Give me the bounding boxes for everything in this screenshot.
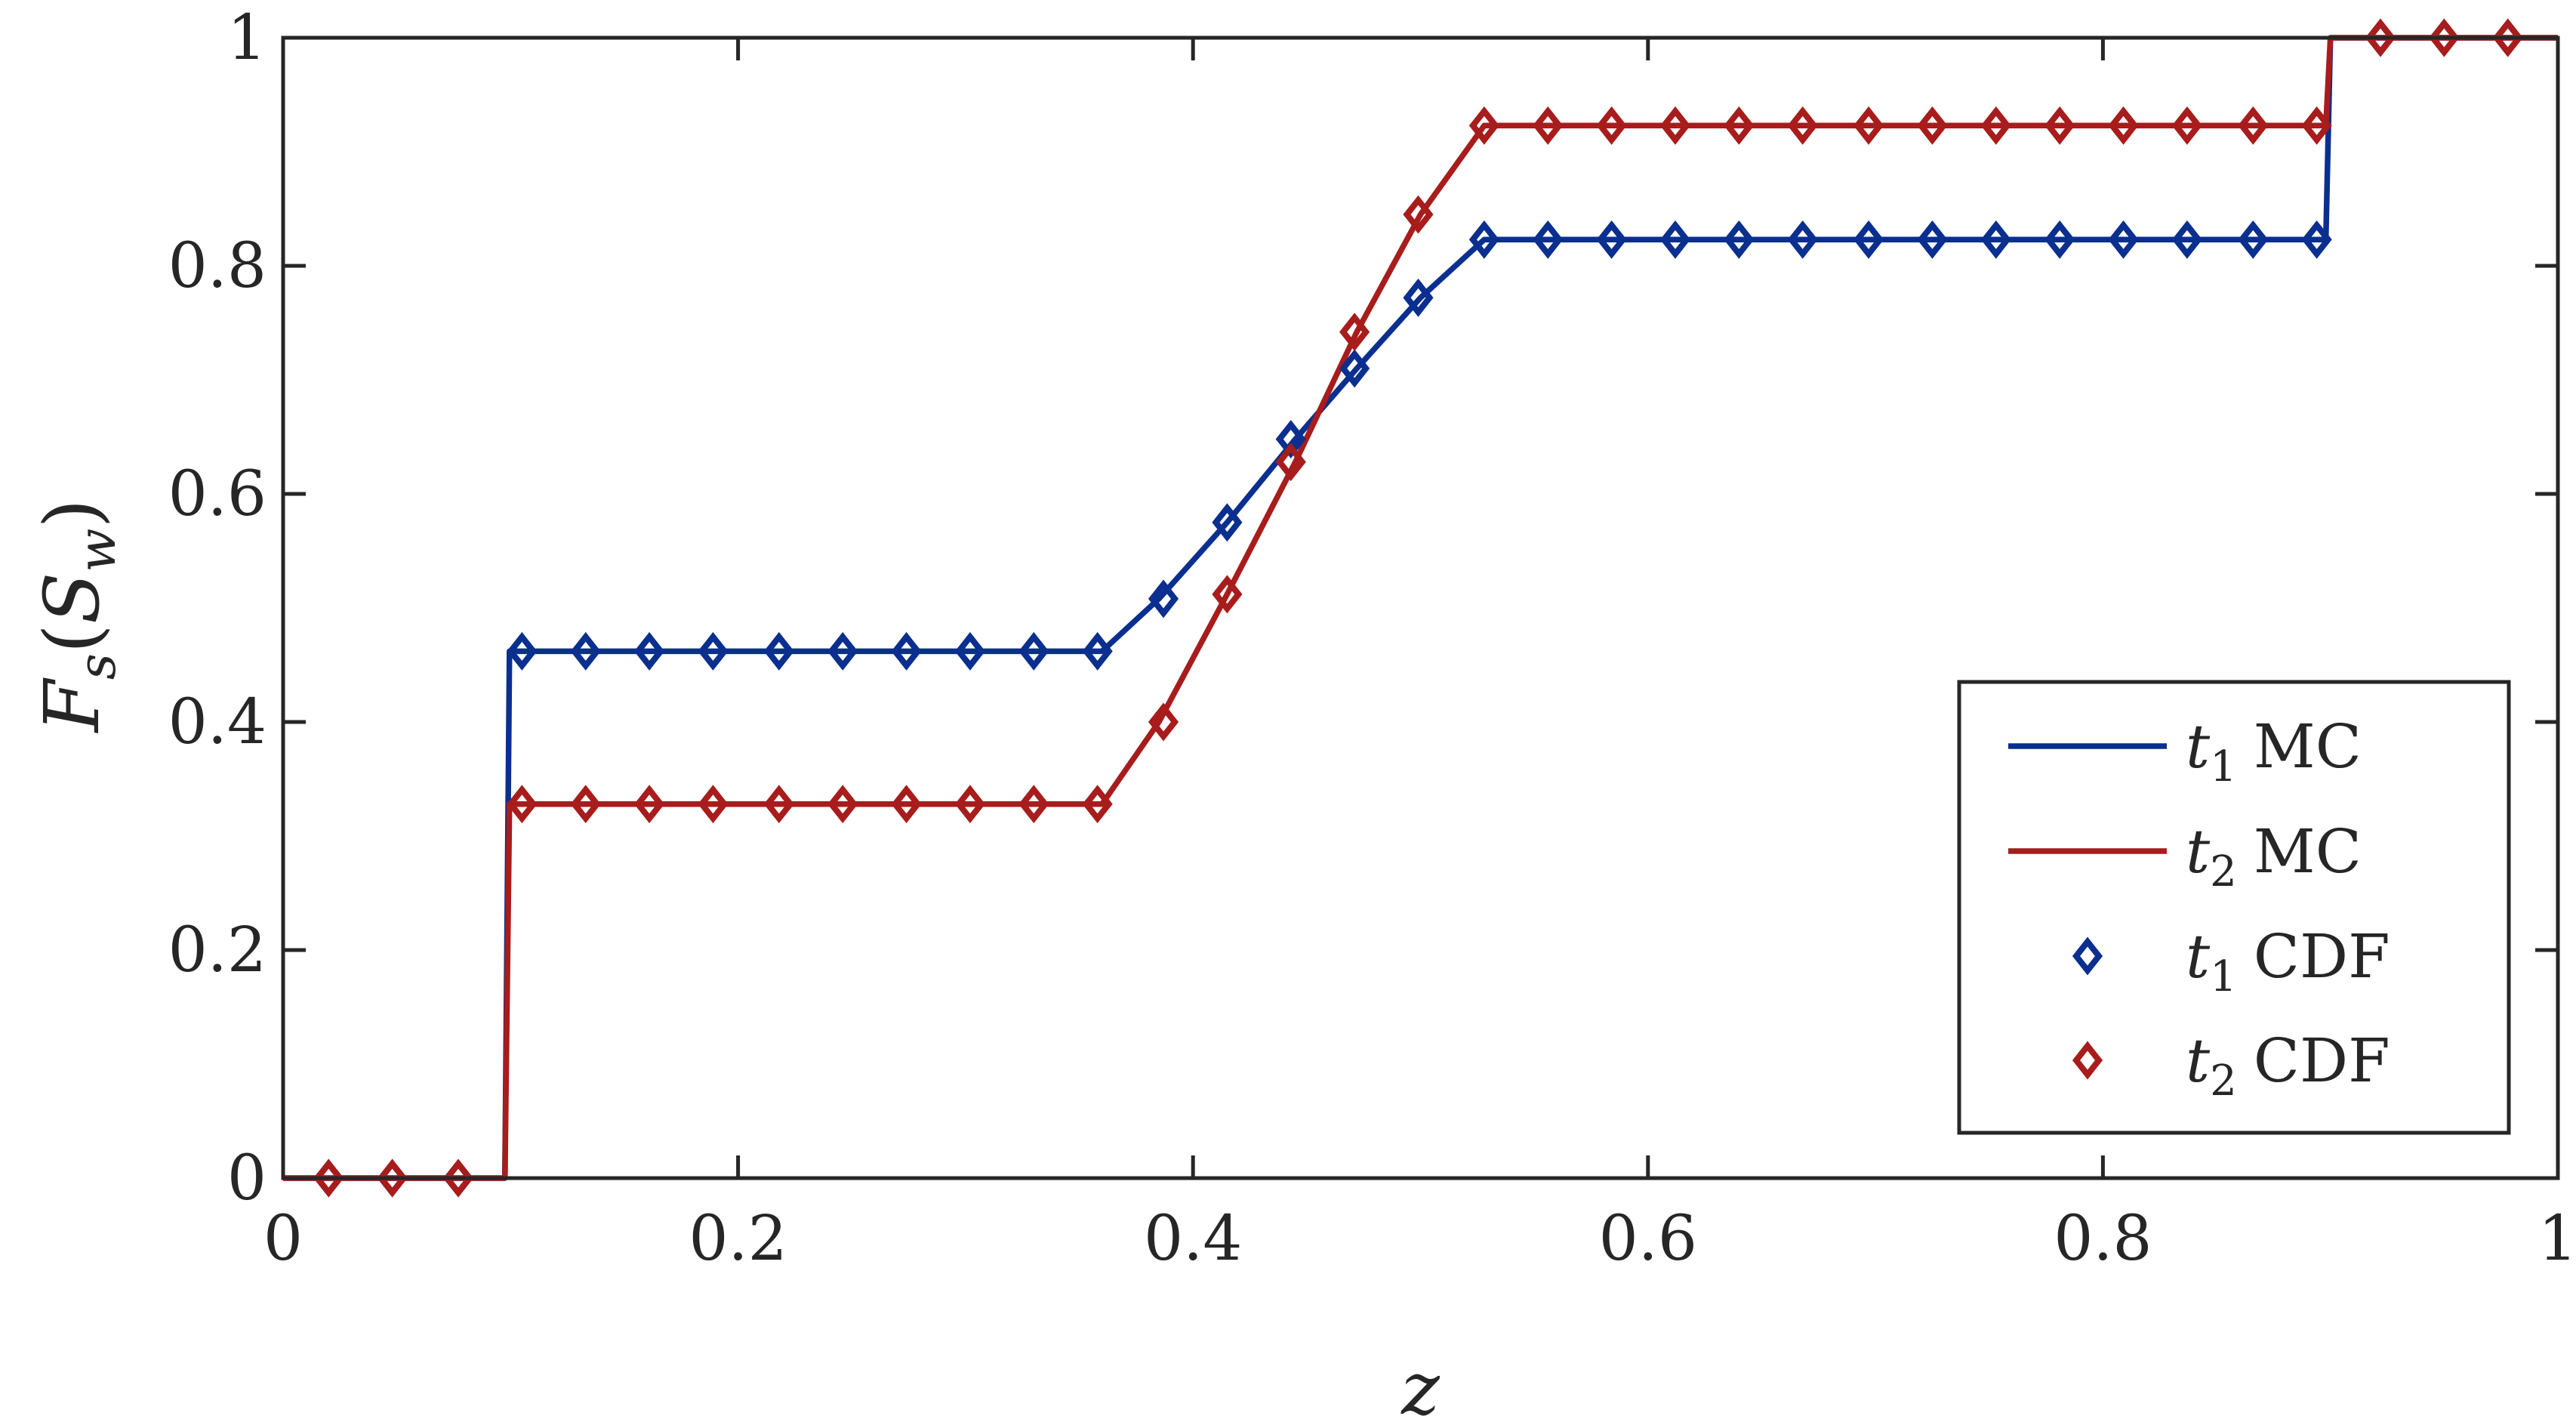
x-tick-label: 0.8	[2054, 1203, 2152, 1275]
data-point-marker	[2301, 220, 2332, 259]
axes: 0 0.2 0.4 0.6 0.8 1 0 0.2 0.4 0.6 0.8 1 z Fs(Sw)	[28, 2, 2576, 1416]
data-point-marker	[1533, 220, 1564, 259]
data-point-marker	[698, 631, 729, 671]
data-point-marker	[1082, 785, 1113, 824]
data-point-marker	[1980, 220, 2011, 259]
data-point-marker	[1403, 195, 1434, 234]
data-point-marker	[1148, 579, 1179, 619]
data-point-marker	[2108, 220, 2139, 259]
data-point-marker	[827, 631, 858, 671]
y-tick-label: 0.6	[168, 458, 267, 530]
data-point-marker	[1596, 220, 1627, 259]
data-point-marker	[377, 1158, 408, 1198]
data-point-marker	[1853, 220, 1884, 259]
data-point-marker	[698, 785, 729, 824]
data-point-marker	[2171, 220, 2202, 259]
data-point-marker	[1917, 106, 1948, 145]
data-point-marker	[1917, 220, 1948, 259]
data-point-marker	[2238, 220, 2269, 259]
data-point-marker	[1403, 278, 1434, 317]
x-tick-label: 0	[263, 1203, 303, 1275]
y-tick-label: 0.4	[168, 686, 267, 758]
legend-entry: t2 CDF	[2072, 1026, 2390, 1106]
legend-entry: t2 MC	[2008, 816, 2362, 896]
y-axis-label: Fs(Sw)	[28, 498, 128, 733]
data-point-marker	[1339, 313, 1370, 352]
data-point-marker	[1853, 106, 1884, 145]
data-point-marker	[1339, 349, 1370, 388]
data-point-marker	[570, 785, 601, 824]
data-point-marker	[2108, 106, 2139, 145]
x-tick-label: 0.4	[1144, 1203, 1242, 1275]
legend-label: t2 CDF	[2186, 1026, 2390, 1106]
data-point-marker	[2044, 220, 2075, 259]
data-point-marker	[1724, 106, 1755, 145]
data-point-marker	[2492, 18, 2523, 57]
legend-box	[1957, 680, 2511, 1135]
data-point-marker	[1275, 443, 1306, 482]
y-tick-label: 0.2	[168, 915, 267, 986]
data-point-marker	[1787, 220, 1818, 259]
data-point-marker	[2171, 106, 2202, 145]
legend: t1 MC t2 MC t1 CDF t2 CDF	[1957, 680, 2511, 1135]
data-point-marker	[2044, 106, 2075, 145]
data-point-marker	[1980, 106, 2011, 145]
data-point-marker	[633, 631, 665, 671]
data-point-marker	[891, 631, 922, 671]
data-point-marker	[1082, 631, 1113, 671]
data-point-marker	[1468, 106, 1499, 145]
data-point-marker	[2301, 106, 2332, 145]
legend-marker-swatch	[2072, 1041, 2103, 1080]
legend-entry: t1 MC	[2008, 711, 2362, 791]
data-point-marker	[827, 785, 858, 824]
x-axis-label: z	[1400, 1347, 1441, 1416]
data-point-marker	[1468, 220, 1499, 259]
data-point-marker	[1787, 106, 1818, 145]
series-markers-t2-cdf	[313, 18, 2523, 1198]
legend-label: t1 CDF	[2186, 921, 2390, 1001]
data-point-marker	[1212, 575, 1243, 614]
data-point-marker	[954, 785, 986, 824]
data-point-marker	[2238, 106, 2269, 145]
data-point-marker	[507, 631, 538, 671]
data-point-marker	[442, 1158, 474, 1198]
data-point-marker	[954, 631, 986, 671]
legend-marker-swatch	[2072, 936, 2103, 976]
x-tick-label: 0.2	[689, 1203, 787, 1275]
data-point-marker	[1596, 106, 1627, 145]
y-tick-label: 0.8	[168, 230, 267, 302]
legend-label: t2 MC	[2186, 816, 2362, 896]
data-point-marker	[1659, 220, 1691, 259]
plot-area	[283, 18, 2558, 1198]
data-point-marker	[763, 631, 794, 671]
x-tick-label: 1	[2538, 1203, 2576, 1275]
data-point-marker	[570, 631, 601, 671]
data-point-marker	[1212, 503, 1243, 542]
legend-entry: t1 CDF	[2072, 921, 2390, 1001]
data-point-marker	[1018, 631, 1049, 671]
axes-box	[281, 35, 2560, 1180]
data-point-marker	[891, 785, 922, 824]
x-tick-label: 0.6	[1599, 1203, 1697, 1275]
data-point-marker	[2429, 18, 2460, 57]
data-point-marker	[633, 785, 665, 824]
y-tick-label: 1	[227, 2, 267, 74]
data-point-marker	[507, 785, 538, 824]
data-point-marker	[1533, 106, 1564, 145]
data-point-marker	[1275, 420, 1306, 458]
y-tick-label: 0	[227, 1143, 267, 1214]
legend-label: t1 MC	[2186, 711, 2362, 791]
data-point-marker	[1018, 785, 1049, 824]
data-point-marker	[763, 785, 794, 824]
data-point-marker	[1659, 106, 1691, 145]
data-point-marker	[1148, 702, 1179, 742]
data-point-marker	[1724, 220, 1755, 259]
data-point-marker	[2365, 18, 2396, 57]
data-point-marker	[313, 1158, 344, 1198]
series-markers-t1-cdf	[313, 18, 2523, 1198]
